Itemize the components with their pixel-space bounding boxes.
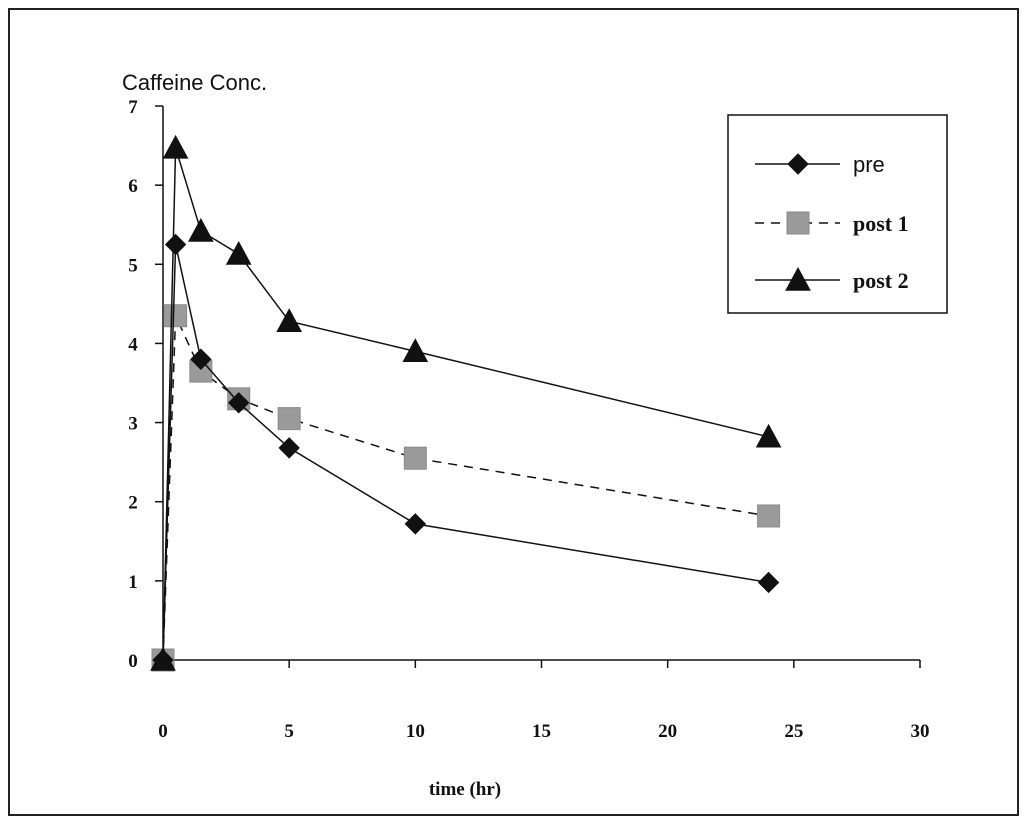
legend-box: [727, 114, 948, 314]
x-tick-label: 15: [532, 721, 551, 742]
data-point-pre: [190, 348, 212, 370]
legend-marker-pre: [787, 153, 809, 175]
data-point-post-1: [277, 407, 301, 431]
data-point-post-1: [164, 304, 188, 328]
x-axis-label: time (hr): [429, 779, 501, 800]
chart-frame: Caffeine Conc. time (hr) 0 1 2 3 4 5 6 7 0 5 10 15 2…: [8, 8, 1019, 816]
data-point-pre: [164, 233, 187, 256]
y-tick-label: 7: [128, 97, 138, 118]
data-point-post-2: [276, 308, 303, 332]
caffeine-line-chart: Caffeine Conc. time (hr) 0 1 2 3 4 5 6 7 0 5 10 15 2…: [122, 70, 948, 800]
y-tick-label: 5: [128, 255, 138, 276]
series-pre: [152, 233, 780, 671]
data-point-post-2: [225, 240, 252, 265]
x-tick-label: 10: [406, 721, 425, 742]
data-point-post-2: [755, 423, 782, 448]
x-tick-label: 0: [158, 721, 168, 742]
data-point-post-2: [402, 338, 429, 363]
data-point-post-1: [403, 446, 427, 470]
data-point-post-2: [162, 134, 189, 159]
y-tick-label: 3: [128, 414, 138, 435]
y-tick-label: 4: [128, 334, 138, 355]
legend: pre post 1 post 2: [727, 114, 948, 314]
y-tick-label: 0: [128, 651, 138, 672]
axes: 0 1 2 3 4 5 6 7 0 5 10 15 20 25 30: [128, 97, 929, 742]
legend-label-post-2: post 2: [853, 268, 909, 293]
data-point-pre: [278, 437, 300, 459]
y-axis-label: Caffeine Conc.: [122, 70, 267, 95]
series-post-2: [150, 134, 782, 671]
data-point-post-2: [188, 217, 214, 242]
data-point-post-2: [150, 646, 176, 671]
series-post-1: [151, 304, 781, 672]
data-point-pre: [404, 513, 427, 535]
data-point-pre: [757, 571, 780, 594]
series-line-post-1: [162, 315, 769, 661]
x-tick-label: 30: [911, 721, 930, 742]
legend-label-post-1: post 1: [853, 211, 909, 236]
series-layer: [150, 134, 782, 672]
data-point-post-1: [757, 504, 781, 528]
data-point-pre: [227, 392, 250, 414]
x-tick-label: 20: [658, 721, 677, 742]
x-tick-label: 5: [284, 721, 294, 742]
y-tick-label: 6: [128, 176, 138, 197]
y-tick-label: 2: [128, 493, 138, 514]
legend-marker-post-2: [785, 266, 811, 291]
y-tick-label: 1: [128, 572, 138, 593]
series-line-pre: [162, 244, 769, 661]
x-tick-label: 25: [784, 721, 803, 742]
legend-marker-post-1: [786, 211, 810, 235]
legend-label-pre: pre: [853, 152, 885, 177]
